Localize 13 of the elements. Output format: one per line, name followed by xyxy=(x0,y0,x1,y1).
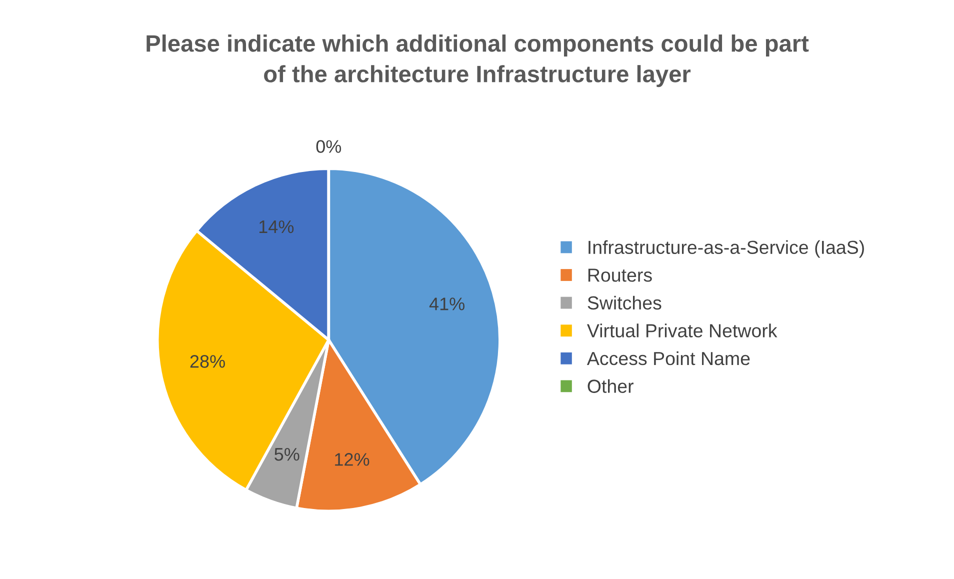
data-label: 28% xyxy=(190,355,225,368)
data-label: 14% xyxy=(259,220,294,234)
legend-label: Infrastructure-as-a-Service (IaaS) xyxy=(588,240,864,258)
data-label: 5% xyxy=(274,448,300,461)
data-label: 41% xyxy=(429,298,464,310)
data-label: 12% xyxy=(335,453,370,466)
legend-label: Virtual Private Network xyxy=(586,324,778,338)
legend-label: Other xyxy=(588,379,634,393)
legend-label: Access Point Name xyxy=(586,351,750,366)
legend-label: Switches xyxy=(588,296,662,310)
chart-title: Please indicate which additional components could be part of the architecture Infrastructure layer xyxy=(146,34,809,88)
legend-label: Routers xyxy=(588,268,652,282)
text: 0% xyxy=(316,140,342,153)
